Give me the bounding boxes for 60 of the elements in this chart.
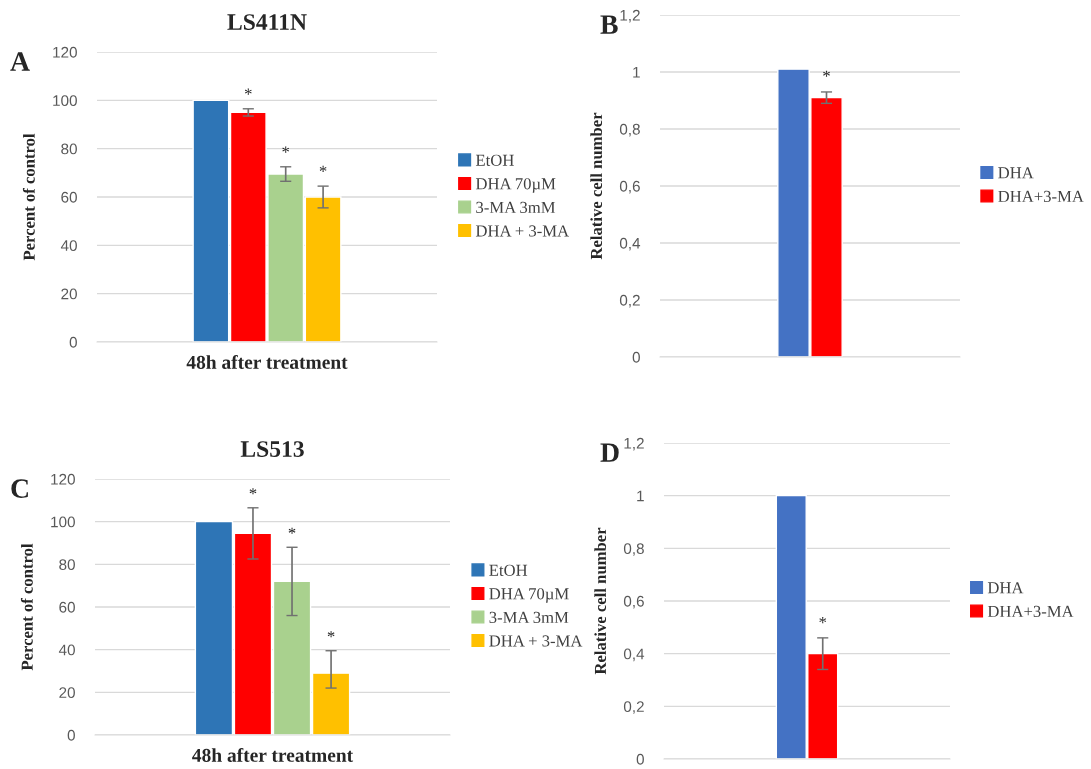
y-tick-label: 0,2 xyxy=(619,294,640,308)
legend-label: DHA + 3-MA xyxy=(489,635,583,647)
legend-label: 3-MA 3mM xyxy=(476,201,556,213)
y-axis-title: Percent of control xyxy=(22,133,35,261)
data-label: * xyxy=(249,488,257,495)
y-tick-label: 100 xyxy=(53,95,77,107)
y-tick-label: 20 xyxy=(59,687,75,699)
y-tick-label: 100 xyxy=(51,516,75,528)
data-label: * xyxy=(319,165,327,172)
y-tick-label: 20 xyxy=(61,288,77,300)
legend-label: DHA 70µM xyxy=(475,178,556,193)
text: B xyxy=(600,15,618,34)
legend-label: DHA+3-MA xyxy=(987,605,1074,617)
legend-label: EtOH xyxy=(475,154,514,166)
legend-label: DHA+3-MA xyxy=(998,190,1084,202)
y-axis-title: Relative cell number xyxy=(590,112,603,260)
text: C xyxy=(11,479,28,498)
y-tick-label: 0 xyxy=(636,753,644,765)
data-label: * xyxy=(244,88,252,95)
y-tick-label: 0,6 xyxy=(619,180,640,194)
data-label: * xyxy=(823,70,830,77)
data-label: * xyxy=(288,527,296,534)
y-tick-label: 80 xyxy=(59,559,75,571)
y-tick-label: 1 xyxy=(633,67,640,78)
legend-label: DHA 70µM xyxy=(489,588,569,603)
y-tick-label: 0,4 xyxy=(619,237,641,251)
legend-label: 3-MA 3mM xyxy=(489,611,569,623)
text: D xyxy=(600,443,619,462)
data-label: * xyxy=(282,146,290,153)
y-tick-label: 40 xyxy=(58,644,75,656)
y-tick-label: 0,8 xyxy=(619,123,640,137)
y-axis-title: Percent of control xyxy=(20,543,33,671)
data-label: * xyxy=(327,631,335,638)
y-tick-label: 120 xyxy=(53,46,77,58)
y-tick-label: 0 xyxy=(67,729,75,741)
x-axis-title: 48h after treatment xyxy=(192,748,354,762)
y-tick-label: 80 xyxy=(61,143,77,155)
data-label: * xyxy=(819,617,827,624)
y-tick-label: 120 xyxy=(51,473,75,485)
y-tick-label: 0,4 xyxy=(623,648,645,662)
y-tick-label: 40 xyxy=(60,240,77,252)
legend-label: DHA xyxy=(987,582,1024,594)
y-tick-label: 0,2 xyxy=(623,701,644,714)
chart-title: LS513 xyxy=(240,441,304,458)
y-tick-label: 0 xyxy=(69,336,77,348)
legend-label: EtOH xyxy=(489,564,528,576)
y-tick-label: 60 xyxy=(59,601,75,613)
y-axis-title: Relative cell number xyxy=(594,527,607,675)
y-tick-label: 0,6 xyxy=(623,595,644,609)
x-axis-title: 48h after treatment xyxy=(186,355,348,369)
y-tick-label: 1 xyxy=(637,490,644,502)
y-tick-label: 0 xyxy=(632,351,640,363)
y-tick-label: 1,2 xyxy=(620,9,640,23)
chart-title: LS411N xyxy=(227,14,307,31)
y-tick-label: 0,8 xyxy=(623,543,644,556)
y-tick-label: 1,2 xyxy=(624,437,644,451)
text: A xyxy=(10,52,30,71)
legend-label: DHA + 3-MA xyxy=(475,225,570,237)
y-tick-label: 60 xyxy=(61,191,77,203)
legend-label: DHA xyxy=(998,167,1034,179)
